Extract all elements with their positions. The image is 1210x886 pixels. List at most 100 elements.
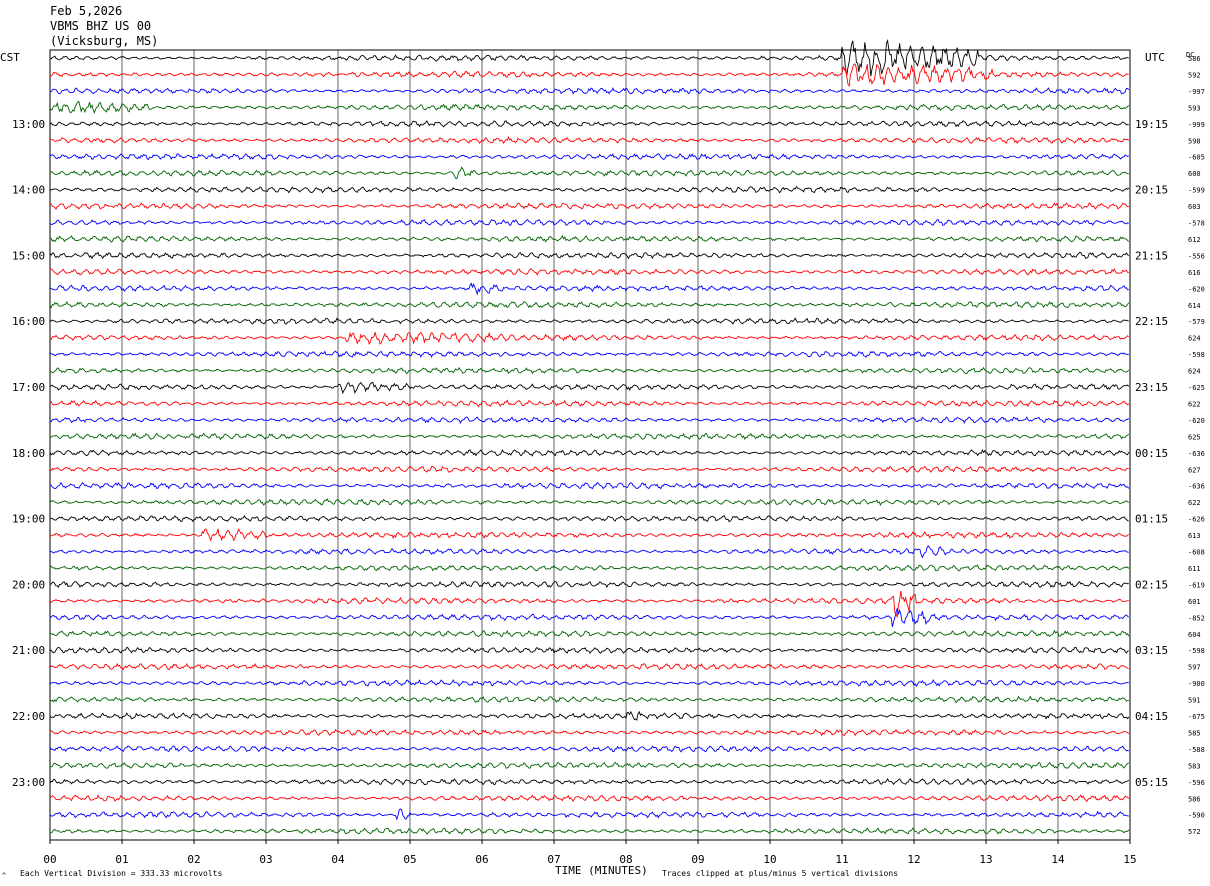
cst-hour-label: 17:00 [12,381,45,394]
trace-row-32 [49,580,1129,589]
x-tick-label: 00 [43,853,56,866]
dc-offset-label: -675 [1188,713,1205,721]
corner-mark: ^ [2,872,6,880]
dc-offset-label: -625 [1188,384,1205,392]
clipping-note: Traces clipped at plus/minus 5 vertical … [662,869,898,878]
dc-offset-label: -997 [1188,88,1205,96]
trace-row-28 [50,515,1129,523]
trace-row-14 [49,282,1129,296]
trace-row-24 [49,448,1130,457]
seismic-traces [49,39,1130,835]
dc-offset-label: -626 [1188,516,1205,524]
trace-row-22 [49,416,1130,425]
trace-row-37 [49,662,1129,671]
x-tick-label: 15 [1123,853,1136,866]
trace-row-38 [49,679,1129,688]
trace-row-26 [49,481,1130,490]
utc-hour-labels: 19:15 20:15 21:15 22:15 23:15 00:15 01:15 02:15… [1135,118,1168,789]
dc-offset-label: -999 [1188,121,1205,129]
trace-row-39 [49,695,1129,704]
dc-offset-label: -599 [1188,187,1205,195]
utc-hour-label: 19:15 [1135,118,1168,131]
dc-offset-label: 591 [1188,697,1201,705]
trace-row-10 [49,218,1129,226]
x-tick-label: 13 [979,853,992,866]
dc-offset-label: -590 [1188,812,1205,820]
left-timezone-label: CST [0,51,20,64]
dc-offset-label: 625 [1188,433,1201,441]
station-id: VBMS BHZ US 00 [50,19,152,33]
dc-offset-label: -620 [1188,285,1205,293]
dc-offset-label: 611 [1188,565,1201,573]
utc-hour-label: 20:15 [1135,184,1168,197]
trace-row-34 [49,608,1130,628]
trace-row-12 [49,251,1130,260]
dc-offset-label: -620 [1188,417,1205,425]
dc-offset-label: -605 [1188,154,1205,162]
x-tick-label: 11 [835,853,848,866]
utc-hour-label: 22:15 [1135,315,1168,328]
trace-row-15 [49,300,1130,309]
dc-offset-label: 622 [1188,499,1201,507]
dc-offset-label: -852 [1188,614,1205,622]
station-location: (Vicksburg, MS) [50,34,159,48]
trace-row-7 [49,166,1129,180]
utc-hour-label: 04:15 [1135,710,1168,723]
dc-offset-label: -579 [1188,318,1205,326]
plot-frame [49,49,1131,841]
dc-offset-label: -556 [1188,252,1205,260]
trace-row-30 [49,545,1129,559]
cst-hour-label: 21:00 [12,644,45,657]
utc-hour-label: 03:15 [1135,644,1168,657]
cst-hour-label: 22:00 [12,710,45,723]
chart-header: Feb 5,2026 VBMS BHZ US 00 (Vicksburg, MS… [50,4,158,49]
cst-hour-label: 14:00 [12,184,45,197]
trace-row-1 [49,63,1129,88]
trace-row-6 [49,152,1130,161]
dc-offset-label: 597 [1188,664,1201,672]
dc-offset-label: 612 [1188,236,1201,244]
dc-offset-label: 613 [1188,532,1201,540]
utc-hour-label: 05:15 [1135,776,1168,789]
dc-header-label: DC [1186,51,1194,59]
x-tick-label: 05 [403,853,416,866]
trace-row-0 [49,39,1129,77]
x-tick-label: 10 [763,853,776,866]
minute-gridlines [121,50,1059,840]
dc-offset-label: -900 [1188,680,1205,688]
dc-offset-label: -578 [1188,220,1205,228]
trace-row-9 [49,202,1129,210]
dc-offset-label: -588 [1188,746,1205,754]
dc-offset-label: -619 [1188,581,1205,589]
trace-row-41 [49,728,1130,737]
cst-hour-label: 19:00 [12,513,45,526]
trace-row-8 [49,185,1130,194]
x-axis-ticks: 00 01 02 03 04 05 06 07 08 09 10 11 12 13 14 15 [43,840,1137,866]
cst-hour-label: 23:00 [12,776,45,789]
dc-offset-label: 627 [1188,466,1201,474]
x-tick-label: 04 [331,853,345,866]
x-tick-label: 07 [547,853,560,866]
dc-offset-label: 583 [1188,762,1201,770]
trace-row-36 [49,646,1129,655]
cst-hour-label: 20:00 [12,578,45,591]
utc-hour-label: 23:15 [1135,381,1168,394]
utc-hour-label: 00:15 [1135,447,1168,460]
dc-offset-label: 600 [1188,170,1201,178]
trace-row-40 [49,710,1130,721]
trace-row-25 [49,465,1129,473]
dc-offset-label: -598 [1188,351,1205,359]
vertical-division-note: Each Vertical Division = 333.33 microvol… [20,869,222,878]
trace-row-5 [49,136,1130,145]
trace-row-33 [49,590,1130,618]
trace-row-18 [49,350,1129,358]
dc-offset-label: 624 [1188,335,1201,343]
utc-hour-label: 01:15 [1135,513,1168,526]
x-tick-label: 12 [907,853,920,866]
trace-row-35 [49,629,1130,638]
dc-offset-label: 624 [1188,368,1201,376]
dc-offset-label: -608 [1188,549,1205,557]
x-tick-label: 09 [691,853,704,866]
cst-hour-label: 16:00 [12,315,45,328]
